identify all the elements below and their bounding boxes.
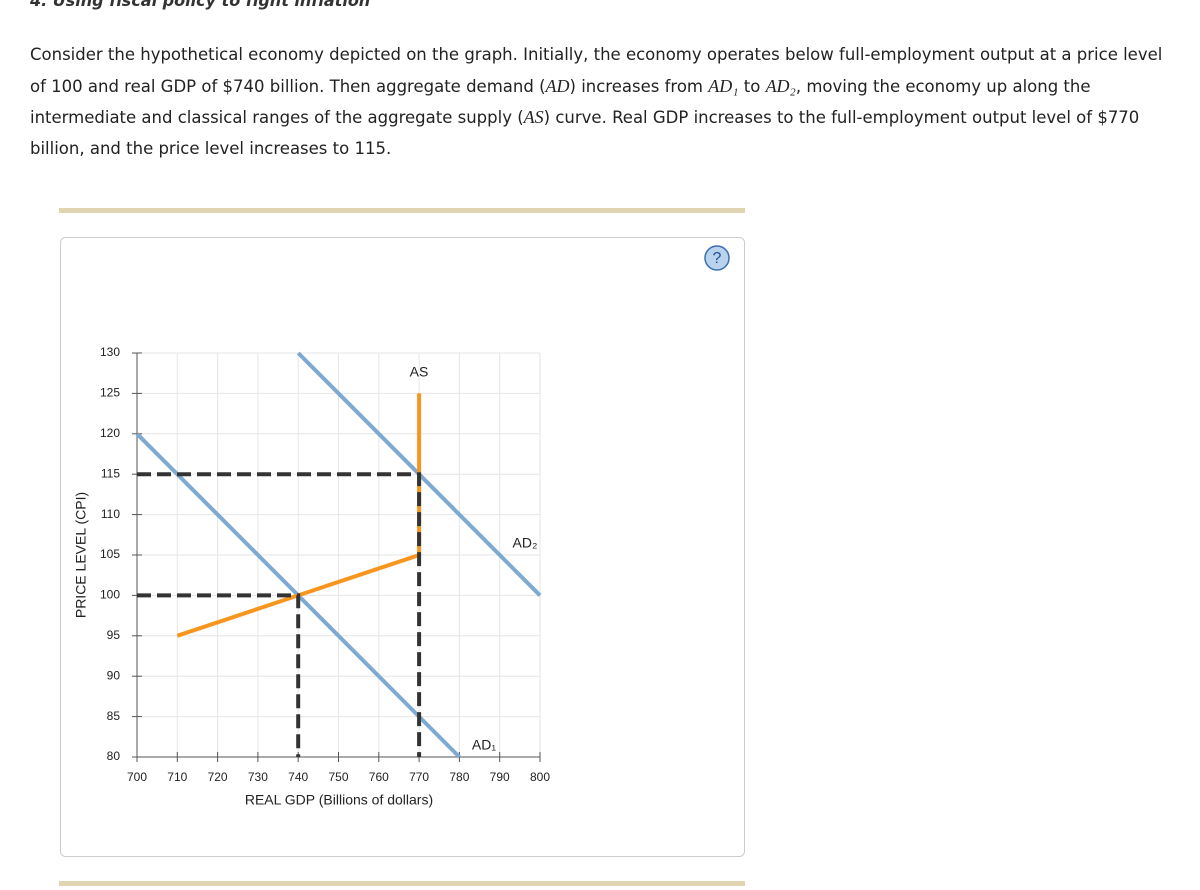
x-tick-label: 800 bbox=[530, 770, 550, 784]
reference-line bbox=[137, 593, 301, 757]
x-axis-title: REAL GDP (Billions of dollars) bbox=[245, 792, 433, 808]
y-tick-label: 90 bbox=[107, 668, 121, 682]
divider bbox=[59, 208, 745, 213]
x-tick-label: 740 bbox=[288, 770, 308, 784]
y-tick-label: 85 bbox=[107, 709, 121, 723]
series-label: AS bbox=[410, 364, 429, 380]
x-tick-label: 710 bbox=[167, 770, 187, 784]
help-button[interactable] bbox=[704, 245, 730, 271]
text: ) curve. Real GDP increases to the full-… bbox=[30, 108, 1140, 158]
text: Consider the hypothetical economy depict… bbox=[30, 45, 1163, 96]
heading: 4. Using fiscal policy to fight inflatio… bbox=[30, 0, 371, 10]
x-tick-label: 730 bbox=[248, 770, 268, 784]
text: , moving the economy up along the interm… bbox=[30, 76, 1091, 128]
x-tick-label: 720 bbox=[208, 770, 228, 784]
x-tick-label: 790 bbox=[490, 770, 510, 784]
y-tick-label: 115 bbox=[101, 466, 120, 480]
x-tick-label: 700 bbox=[127, 770, 147, 784]
graph-panel bbox=[60, 237, 745, 857]
math: AD₁ bbox=[708, 75, 739, 96]
reference-line bbox=[137, 472, 422, 757]
math: AD₂ bbox=[765, 75, 796, 96]
series-label: AD₂ bbox=[513, 535, 538, 551]
divider bbox=[59, 881, 745, 886]
math: AD bbox=[545, 75, 570, 96]
y-tick-label: 120 bbox=[100, 426, 120, 440]
math: AS bbox=[523, 107, 544, 127]
y-tick-label: 110 bbox=[101, 507, 120, 521]
y-tick-label: 130 bbox=[100, 345, 120, 359]
x-tick-label: 770 bbox=[409, 770, 429, 784]
problem-text: Consider the hypothetical economy depict… bbox=[30, 40, 1170, 164]
x-tick-label: 750 bbox=[328, 770, 348, 784]
text: to bbox=[738, 76, 766, 96]
series-label: AD₁ bbox=[472, 737, 496, 753]
y-tick-label: 105 bbox=[100, 547, 120, 561]
y-axis-title: PRICE LEVEL (CPI) bbox=[73, 492, 89, 618]
y-tick-label: 80 bbox=[107, 749, 121, 763]
y-tick-label: 100 bbox=[100, 588, 120, 602]
y-tick-label: 125 bbox=[100, 386, 120, 400]
x-tick-label: 760 bbox=[369, 770, 389, 784]
x-tick-label: 780 bbox=[449, 770, 469, 784]
y-tick-label: 95 bbox=[107, 628, 121, 642]
help-icon[interactable]: ? bbox=[713, 250, 722, 267]
text: ) increases from bbox=[569, 76, 709, 96]
